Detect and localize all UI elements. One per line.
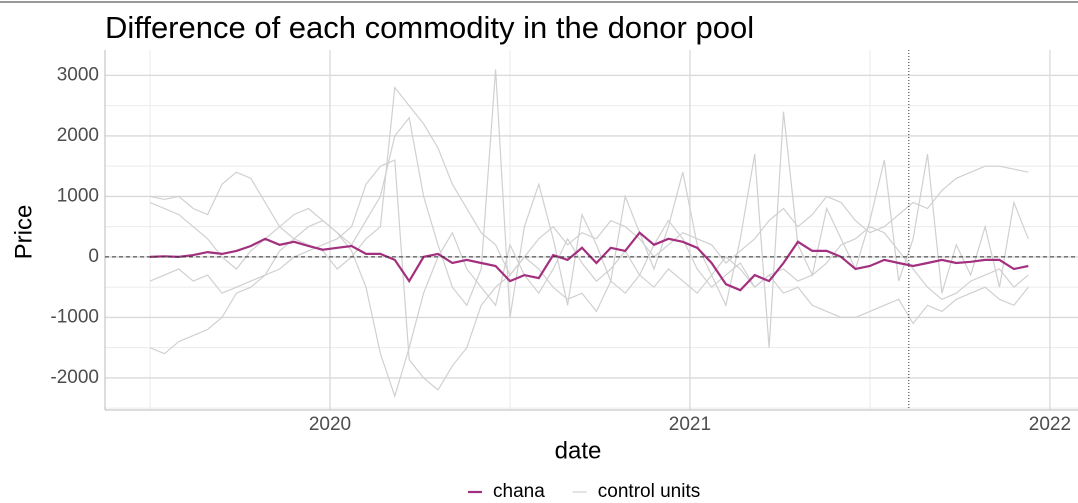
x-tick-label: 2022 <box>1029 414 1071 435</box>
y-tick-label: -2000 <box>50 367 99 388</box>
y-tick-label: 3000 <box>57 64 99 85</box>
y-tick-label: 2000 <box>57 125 99 146</box>
x-tick-label: 2021 <box>669 414 711 435</box>
y-tick-label: 1000 <box>57 185 99 206</box>
control-line <box>149 159 1029 391</box>
chart-title: Difference of each commodity in the dono… <box>105 10 754 45</box>
y-axis-label: Price <box>10 205 37 260</box>
legend-label: control units <box>598 481 700 502</box>
series-line <box>149 231 1029 292</box>
y-tick-label: -1000 <box>50 306 99 327</box>
control-line <box>149 69 1029 348</box>
y-tick-label: 0 <box>88 246 99 267</box>
legend-label: chana <box>493 481 545 502</box>
control-line <box>149 201 1029 399</box>
control-line <box>149 85 1029 277</box>
x-tick-label: 2020 <box>309 414 351 435</box>
x-axis-label: date <box>555 437 602 464</box>
